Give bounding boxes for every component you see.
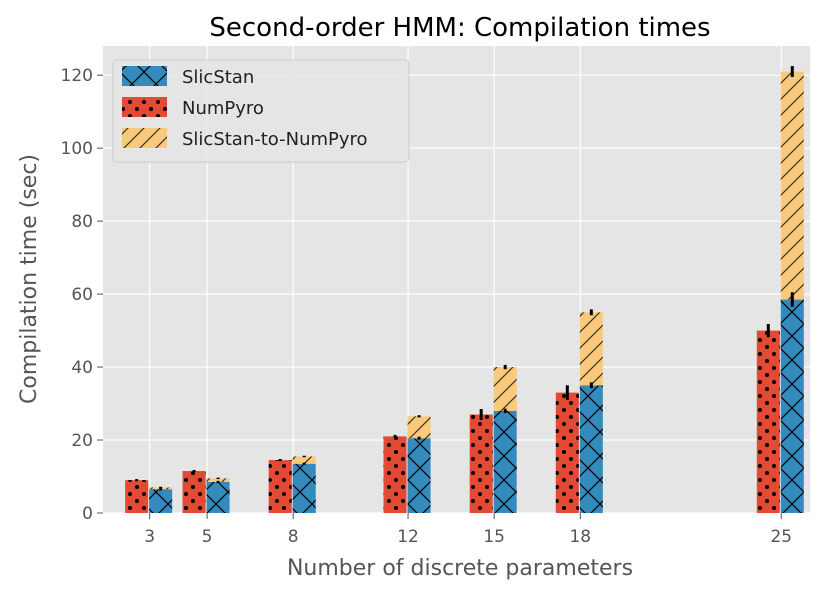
- numpyro-bar-hatch: [383, 436, 407, 513]
- x-axis-label: Number of discrete parameters: [287, 556, 633, 581]
- legend-swatch-hatch: [122, 66, 167, 86]
- slicstan-bar-hatch: [149, 489, 173, 513]
- numpyro-bar-hatch: [268, 460, 292, 513]
- y-axis-label: Compilation time (sec): [17, 154, 42, 404]
- legend-swatch-hatch: [122, 97, 167, 117]
- numpyro-bar-hatch: [125, 480, 149, 513]
- bars-layer: [125, 71, 804, 513]
- legend-swatch-hatch: [122, 128, 167, 148]
- numpyro-bar-hatch: [555, 392, 579, 513]
- slicstan-to-numpyro-bar-hatch: [579, 312, 603, 386]
- slicstan-bar-hatch: [407, 438, 431, 513]
- y-tick-label: 0: [82, 504, 93, 524]
- x-tick-label: 15: [483, 527, 505, 547]
- y-tick-label: 100: [61, 139, 93, 159]
- error-bars-layer: [135, 66, 794, 491]
- y-tick-label: 120: [61, 66, 93, 86]
- x-tick-label: 18: [569, 527, 591, 547]
- numpyro-bar-hatch: [182, 471, 206, 513]
- slicstan-bar-hatch: [780, 299, 804, 513]
- legend: SlicStan NumPyro SlicStan-to-NumPyro: [112, 59, 410, 163]
- legend-box: [112, 59, 410, 163]
- legend-label: SlicStan-to-NumPyro: [182, 129, 368, 150]
- x-tick-label: 25: [770, 527, 792, 547]
- x-ticks: 3 5 8 12 15 18 25: [144, 513, 792, 547]
- slicstan-to-numpyro-bar-hatch: [493, 367, 517, 411]
- x-tick-label: 3: [144, 527, 155, 547]
- chart-title: Second-order HMM: Compilation times: [209, 13, 710, 43]
- numpyro-bar-hatch: [469, 414, 493, 513]
- y-tick-label: 80: [71, 212, 93, 232]
- slicstan-bar-hatch: [206, 481, 230, 513]
- y-tick-label: 20: [71, 431, 93, 451]
- legend-label: NumPyro: [182, 98, 264, 119]
- slicstan-to-numpyro-bar-hatch: [292, 456, 316, 464]
- slicstan-bar-hatch: [579, 385, 603, 513]
- y-tick-label: 60: [71, 285, 93, 305]
- legend-label: SlicStan: [182, 67, 254, 88]
- x-tick-label: 8: [288, 527, 299, 547]
- slicstan-to-numpyro-bar-hatch: [780, 71, 804, 300]
- slicstan-to-numpyro-bar-hatch: [206, 478, 230, 482]
- y-tick-label: 40: [71, 358, 93, 378]
- slicstan-to-numpyro-bar-hatch: [407, 416, 431, 439]
- numpyro-bar-hatch: [756, 330, 780, 513]
- slicstan-bar-hatch: [493, 410, 517, 513]
- slicstan-bar-hatch: [292, 463, 316, 513]
- y-ticks: 0 20 40 60 80 100 120: [61, 66, 103, 524]
- x-tick-label: 5: [202, 527, 213, 547]
- x-tick-label: 12: [397, 527, 419, 547]
